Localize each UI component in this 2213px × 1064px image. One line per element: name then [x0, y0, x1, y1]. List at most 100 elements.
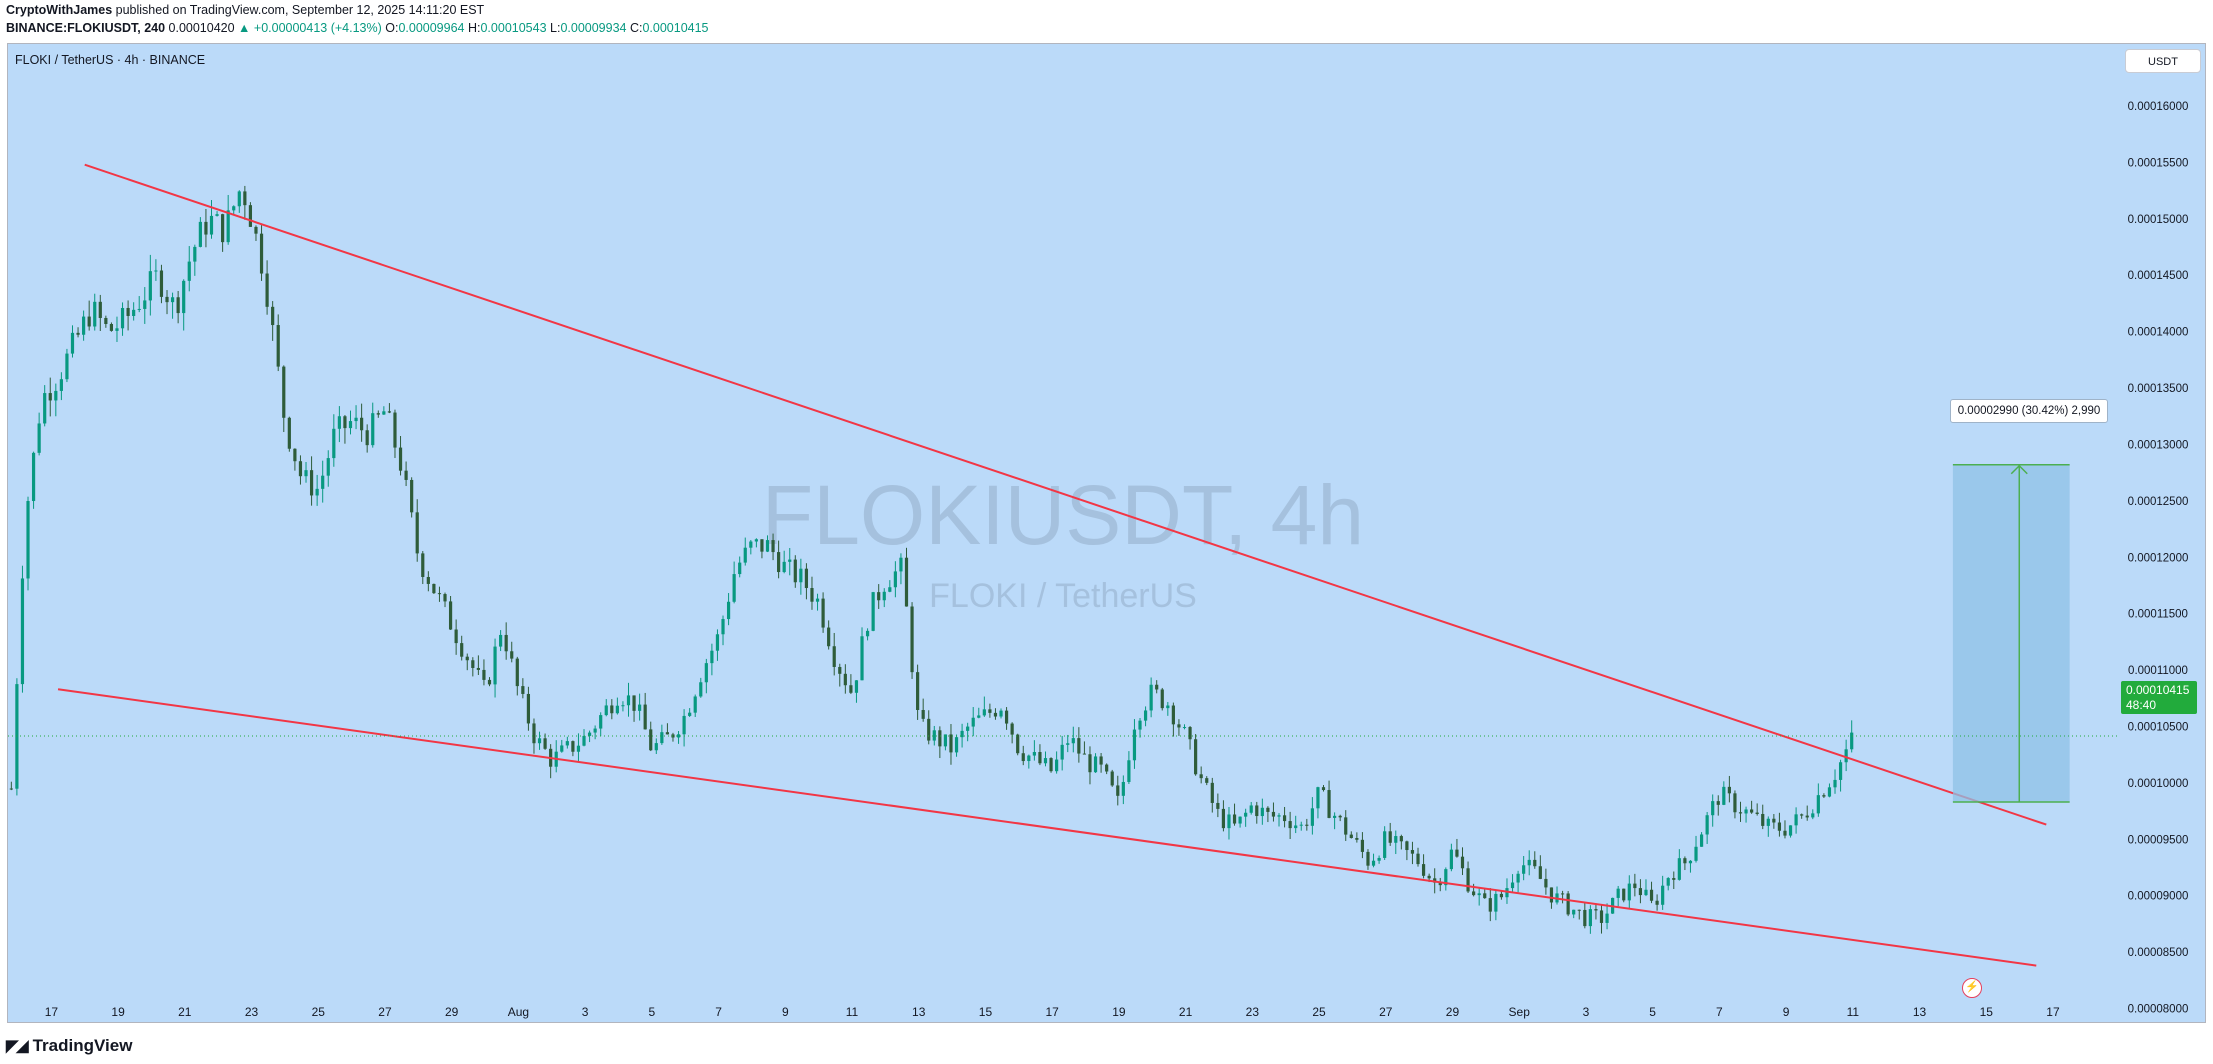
time-tick-label: 17: [1045, 1005, 1059, 1019]
candle-body: [1599, 910, 1604, 923]
candle-body: [437, 593, 442, 595]
tradingview-logo[interactable]: ◤◢ TradingView: [6, 1036, 132, 1056]
time-axis[interactable]: 17 19 21 23 25 27 29 Aug 3 5 7 9 11 13 15 17 19 21 23 25 27 2…: [45, 1005, 2060, 1019]
candle-body: [532, 723, 536, 744]
candle-body: [298, 461, 303, 477]
candle-body: [1255, 805, 1259, 817]
open-value: 0.00009964: [398, 21, 465, 35]
chart-canvas[interactable]: FLOKIUSDT, 4h FLOKI / TetherUS 0.0001600…: [8, 44, 2205, 1022]
time-tick-label: Sep: [1509, 1005, 1531, 1019]
candle-body: [693, 696, 697, 713]
candle-body: [360, 417, 364, 431]
candle-body: [660, 732, 664, 744]
candle-body: [732, 574, 736, 602]
time-tick-label: 19: [1112, 1005, 1126, 1019]
candle-body: [1444, 869, 1448, 886]
candle-body: [1004, 710, 1009, 724]
candle-body: [1194, 739, 1198, 775]
candle-body: [1294, 825, 1298, 829]
candle-body: [398, 447, 403, 471]
candle-body: [654, 743, 658, 751]
candle-body: [1694, 846, 1698, 861]
candle-body: [1433, 878, 1437, 883]
candle-body: [1427, 875, 1431, 879]
candle-body: [371, 413, 375, 446]
candle-body: [1538, 866, 1542, 879]
candle-body: [1266, 807, 1270, 812]
candle-body: [482, 669, 486, 680]
candle-body: [1088, 754, 1092, 773]
candle-body: [821, 598, 825, 628]
candle-body: [943, 734, 948, 747]
trendline[interactable]: [57, 688, 2037, 967]
trendline[interactable]: [84, 163, 2047, 826]
candle-body: [877, 592, 881, 601]
candle-body: [599, 715, 603, 729]
candle-body: [988, 709, 992, 713]
candle-body: [1377, 857, 1381, 861]
high-value: 0.00010543: [480, 21, 547, 35]
time-tick-label: 9: [782, 1005, 789, 1019]
candle-body: [1761, 813, 1765, 826]
candle-body: [1232, 814, 1237, 824]
candle-body: [726, 601, 731, 620]
candle-body: [1032, 752, 1036, 756]
candle-body: [1549, 887, 1554, 903]
candle-body: [165, 296, 169, 303]
time-tick-label: 17: [45, 1005, 59, 1019]
candle-body: [448, 601, 453, 630]
candle-body: [966, 726, 970, 731]
chart-frame[interactable]: FLOKIUSDT, 4h FLOKI / TetherUS 0.0001600…: [7, 43, 2206, 1023]
candle-body: [1282, 815, 1287, 822]
candle-body: [1116, 785, 1120, 796]
candle-body: [1371, 860, 1376, 866]
candle-body: [560, 745, 564, 752]
candle-body: [1583, 909, 1587, 927]
candle-body: [1572, 909, 1576, 915]
candle-body: [1544, 878, 1548, 888]
candle-body: [1850, 732, 1854, 750]
price-axis[interactable]: 0.00016000 0.00015500 0.00015000 0.00014500…: [2128, 101, 2189, 1015]
candle-body: [454, 629, 458, 644]
flash-icon[interactable]: ⚡: [1962, 978, 1982, 998]
candle-body: [382, 411, 386, 415]
currency-selector[interactable]: USDT: [2125, 49, 2201, 73]
publish-info: CryptoWithJames published on TradingView…: [6, 3, 484, 17]
candle-body: [1394, 836, 1398, 843]
author-name[interactable]: CryptoWithJames: [6, 3, 113, 17]
candle-body: [1071, 738, 1075, 744]
time-tick-label: 5: [1649, 1005, 1656, 1019]
price-tick-label: 0.00010000: [2128, 778, 2189, 790]
candle-body: [460, 643, 464, 657]
candle-body: [999, 710, 1003, 717]
candle-body: [26, 501, 30, 579]
candle-body: [159, 270, 164, 297]
watermark-title: FLOKIUSDT, 4h: [762, 468, 1364, 562]
candle-body: [1205, 778, 1209, 783]
measure-range[interactable]: [1952, 464, 2070, 803]
candle-body: [1121, 781, 1125, 796]
candle-body: [226, 210, 230, 243]
price-tick-label: 0.00012000: [2128, 552, 2189, 564]
candle-body: [576, 745, 581, 752]
candle-body: [1138, 720, 1142, 730]
candle-body: [471, 660, 475, 668]
candle-body: [1705, 815, 1709, 835]
candle-body: [916, 672, 920, 710]
time-tick-label: 27: [1379, 1005, 1393, 1019]
candle-body: [1722, 786, 1726, 805]
candle-body: [1805, 815, 1809, 818]
candle-body: [354, 417, 358, 422]
candle-body: [348, 421, 353, 429]
candle-body: [1149, 684, 1153, 711]
candle-body: [1594, 909, 1598, 911]
candle-body: [1677, 858, 1681, 880]
candle-body: [1438, 882, 1442, 886]
candle-body: [1472, 891, 1476, 896]
candle-body: [738, 562, 742, 575]
candle-body: [626, 695, 631, 706]
candle-body: [1010, 723, 1014, 735]
candle-body: [710, 650, 714, 664]
candle-body: [1399, 836, 1403, 842]
ohlc-line: BINANCE:FLOKIUSDT, 240 0.00010420 ▲ +0.0…: [6, 21, 709, 35]
